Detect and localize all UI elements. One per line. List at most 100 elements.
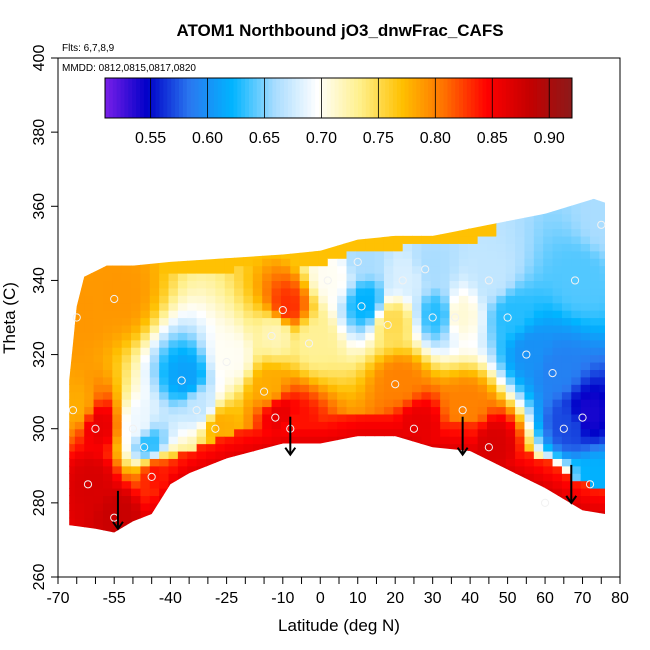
heatmap-cell (374, 265, 385, 274)
heatmap-cell (561, 295, 572, 304)
heatmap-cell (177, 213, 188, 222)
heatmap-cell (496, 317, 507, 326)
heatmap-cell (590, 502, 600, 511)
heatmap-cell (224, 428, 235, 437)
heatmap-cell (224, 376, 235, 385)
heatmap-cell (69, 488, 76, 497)
heatmap-cell (290, 206, 301, 215)
heatmap-cell (196, 221, 207, 230)
heatmap-cell (458, 339, 469, 348)
heatmap-cell (599, 488, 605, 497)
heatmap-cell (131, 206, 142, 215)
colorbar-segment (501, 78, 507, 118)
heatmap-cell (383, 450, 394, 459)
heatmap-cell (196, 517, 207, 526)
heatmap-cell (262, 533, 272, 541)
heatmap-cell (543, 488, 554, 497)
heatmap-cell (102, 221, 113, 230)
heatmap-cell (121, 302, 132, 311)
heatmap-cell (543, 473, 554, 482)
heatmap-cell (327, 413, 338, 422)
heatmap-cell (374, 213, 385, 222)
heatmap-cell (505, 250, 516, 259)
observation-point (304, 339, 314, 348)
heatmap-cell (280, 369, 291, 378)
heatmap-cell (262, 502, 273, 511)
heatmap-cell (402, 324, 413, 333)
heatmap-cell (412, 480, 423, 489)
heatmap-cell (505, 280, 516, 289)
heatmap-cell (337, 391, 348, 400)
heatmap-cell (196, 525, 207, 533)
heatmap-cell (280, 465, 291, 474)
heatmap-cell (252, 495, 263, 504)
heatmap-cell (402, 310, 413, 319)
heatmap-cell (412, 228, 423, 237)
heatmap-cell (234, 332, 245, 341)
heatmap-cell (355, 436, 366, 445)
y-tick-label: 260 (31, 564, 48, 591)
heatmap-cell (140, 287, 151, 296)
heatmap-cell (580, 339, 591, 348)
heatmap-cell (440, 250, 451, 259)
heatmap-cell (421, 533, 431, 541)
heatmap-cell (243, 517, 254, 526)
observation-point (357, 302, 366, 311)
heatmap-cell (280, 473, 291, 482)
heatmap-cell (271, 510, 282, 519)
heatmap-cell (215, 302, 226, 311)
heatmap-cell (430, 221, 441, 230)
heatmap-cell (515, 295, 526, 304)
heatmap-cell (84, 310, 95, 319)
heatmap-cell (318, 198, 329, 207)
heatmap-cell (69, 369, 76, 378)
heatmap-cell (177, 354, 188, 363)
heatmap-cell (561, 361, 572, 370)
heatmap-cell (84, 258, 95, 267)
heatmap-cell (524, 450, 535, 459)
heatmap-cell (234, 458, 245, 467)
heatmap-cell (74, 458, 85, 467)
heatmap-cell (365, 243, 376, 252)
heatmap-cell (393, 310, 404, 319)
heatmap-cell (515, 533, 525, 541)
heatmap-cell (299, 258, 310, 267)
heatmap-cell (486, 525, 497, 533)
heatmap-cell (280, 228, 291, 237)
heatmap-cell (590, 354, 600, 363)
heatmap-cell (365, 317, 376, 326)
heatmap-cell (383, 198, 394, 207)
heatmap-cell (486, 406, 497, 415)
heatmap-cell (168, 361, 179, 370)
heatmap-cell (580, 510, 591, 519)
heatmap-cell (177, 391, 188, 400)
heatmap-cell (374, 198, 385, 207)
heatmap-cell (421, 525, 432, 533)
heatmap-cell (168, 525, 179, 533)
heatmap-cell (205, 221, 216, 230)
heatmap-cell (69, 510, 76, 519)
heatmap-cell (609, 533, 619, 541)
heatmap-cell (402, 413, 413, 422)
heatmap-cell (402, 221, 413, 230)
heatmap-cell (252, 258, 263, 267)
heatmap-cell (159, 258, 170, 267)
heatmap-cell (440, 228, 451, 237)
heatmap-cell (299, 198, 310, 200)
heatmap-cell (327, 310, 338, 319)
heatmap-cell (430, 310, 441, 319)
heatmap-cell (505, 436, 516, 445)
heatmap-cell (561, 369, 572, 378)
heatmap-cell (346, 384, 357, 393)
arrow-head (565, 495, 578, 505)
heatmap-cell (187, 517, 198, 526)
heatmap-cell (561, 502, 572, 511)
heatmap-cell (243, 495, 254, 504)
heatmap-cell (355, 450, 366, 459)
heatmap-cell (449, 280, 460, 289)
heatmap-cell (543, 302, 554, 311)
observation-point (540, 498, 550, 507)
heatmap-cell (421, 213, 432, 222)
heatmap-cell (280, 436, 291, 445)
heatmap-cell (327, 406, 338, 415)
